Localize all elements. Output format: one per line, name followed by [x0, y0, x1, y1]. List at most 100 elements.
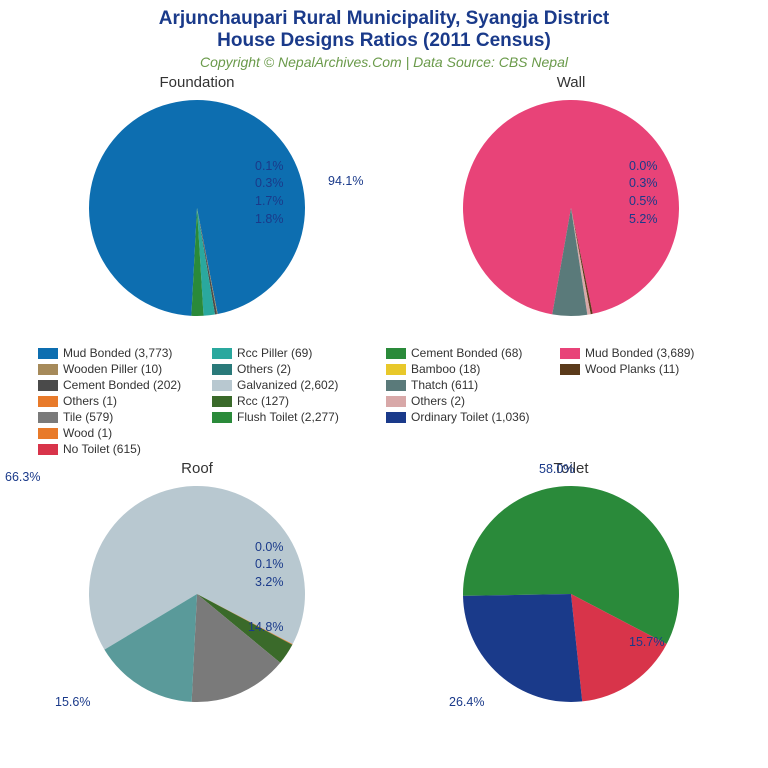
percent-label: 26.4% — [449, 695, 484, 709]
chart-wall: Wall94.1%0.0%0.3%0.5%5.2% — [384, 74, 758, 342]
legend-item — [212, 442, 382, 456]
legend-item: Bamboo (18) — [386, 362, 556, 376]
pie-chart — [459, 482, 683, 706]
legend-swatch — [38, 444, 58, 455]
legend: Mud Bonded (3,773) Rcc Piller (69) Cement … — [10, 342, 758, 460]
percent-label: 0.3% — [255, 176, 284, 190]
legend-swatch — [38, 380, 58, 391]
title-line1: Arjunchaupari Rural Municipality, Syangj… — [10, 8, 758, 30]
pie-chart — [85, 96, 309, 320]
legend-item — [386, 442, 556, 456]
percent-label: 66.3% — [5, 470, 40, 484]
legend-item: Flush Toilet (2,277) — [212, 410, 382, 424]
legend-label: Cement Bonded (202) — [63, 378, 181, 392]
chart-container: Arjunchaupari Rural Municipality, Syangj… — [0, 0, 768, 736]
legend-item: Rcc (127) — [212, 394, 382, 408]
legend-label: Others (1) — [63, 394, 117, 408]
percent-label: 0.5% — [629, 194, 658, 208]
percent-label: 1.8% — [255, 212, 284, 226]
legend-label: Bamboo (18) — [411, 362, 480, 376]
percent-label: 1.7% — [255, 194, 284, 208]
legend-label: Cement Bonded (68) — [411, 346, 522, 360]
legend-label: Others (2) — [237, 362, 291, 376]
legend-item: Mud Bonded (3,689) — [560, 346, 730, 360]
legend-item: Others (1) — [38, 394, 208, 408]
legend-swatch — [38, 428, 58, 439]
legend-label: Rcc Piller (69) — [237, 346, 312, 360]
legend-label: Rcc (127) — [237, 394, 289, 408]
legend-item: Cement Bonded (202) — [38, 378, 208, 392]
chart-subtitle: Wall — [384, 74, 758, 91]
percent-label: 0.1% — [255, 557, 284, 571]
legend-label: Galvanized (2,602) — [237, 378, 338, 392]
legend-swatch — [38, 364, 58, 375]
legend-swatch — [38, 348, 58, 359]
legend-item: Others (2) — [212, 362, 382, 376]
legend-swatch — [386, 412, 406, 423]
percent-label: 15.7% — [629, 635, 664, 649]
legend-label: Ordinary Toilet (1,036) — [411, 410, 530, 424]
legend-item — [386, 426, 556, 440]
percent-label: 0.3% — [629, 176, 658, 190]
legend-item: Others (2) — [386, 394, 556, 408]
chart-subtitle: Foundation — [10, 74, 384, 91]
legend-swatch — [212, 380, 232, 391]
legend-label: Mud Bonded (3,773) — [63, 346, 172, 360]
legend-swatch — [386, 396, 406, 407]
percent-label: 0.1% — [255, 159, 284, 173]
pie-slice — [463, 594, 582, 702]
pie-chart — [459, 96, 683, 320]
legend-item: Cement Bonded (68) — [386, 346, 556, 360]
legend-item: Galvanized (2,602) — [212, 378, 382, 392]
legend-label: Flush Toilet (2,277) — [237, 410, 339, 424]
subtitle: Copyright © NepalArchives.Com | Data Sou… — [10, 54, 758, 70]
legend-label: Wood (1) — [63, 426, 112, 440]
legend-swatch — [212, 412, 232, 423]
percent-label: 3.2% — [255, 575, 284, 589]
legend-label: Wood Planks (11) — [585, 362, 679, 376]
percent-label: 94.1% — [328, 174, 363, 188]
legend-swatch — [386, 348, 406, 359]
legend-label: Thatch (611) — [411, 378, 478, 392]
legend-item: Tile (579) — [38, 410, 208, 424]
legend-swatch — [386, 380, 406, 391]
charts-grid: Foundation96.2%0.1%0.3%1.7%1.8% Wall94.1… — [10, 74, 758, 728]
legend-item — [560, 442, 730, 456]
legend-item — [560, 378, 730, 392]
legend-item: No Toilet (615) — [38, 442, 208, 456]
legend-swatch — [212, 396, 232, 407]
legend-item — [560, 410, 730, 424]
legend-item — [560, 426, 730, 440]
chart-toilet: Toilet58.0%15.7%26.4% — [384, 460, 758, 728]
percent-label: 58.0% — [539, 462, 574, 476]
legend-label: Tile (579) — [63, 410, 113, 424]
percent-label: 0.0% — [255, 540, 284, 554]
percent-label: 0.0% — [629, 159, 658, 173]
title-line2: House Designs Ratios (2011 Census) — [10, 30, 758, 52]
percent-label: 15.6% — [55, 695, 90, 709]
legend-item — [212, 426, 382, 440]
legend-swatch — [560, 364, 580, 375]
legend-item — [560, 394, 730, 408]
legend-swatch — [386, 364, 406, 375]
legend-label: Wooden Piller (10) — [63, 362, 162, 376]
legend-swatch — [212, 348, 232, 359]
chart-foundation: Foundation96.2%0.1%0.3%1.7%1.8% — [10, 74, 384, 342]
legend-swatch — [38, 396, 58, 407]
chart-subtitle: Roof — [10, 460, 384, 477]
percent-label: 14.8% — [248, 620, 283, 634]
legend-item: Rcc Piller (69) — [212, 346, 382, 360]
legend-item: Wood (1) — [38, 426, 208, 440]
chart-roof: Roof66.3%0.0%0.1%3.2%14.8%15.6% — [10, 460, 384, 728]
legend-swatch — [560, 348, 580, 359]
legend-swatch — [38, 412, 58, 423]
legend-label: No Toilet (615) — [63, 442, 141, 456]
pie-chart — [85, 482, 309, 706]
legend-item: Thatch (611) — [386, 378, 556, 392]
legend-item: Wooden Piller (10) — [38, 362, 208, 376]
legend-item: Wood Planks (11) — [560, 362, 730, 376]
legend-label: Mud Bonded (3,689) — [585, 346, 694, 360]
legend-label: Others (2) — [411, 394, 465, 408]
legend-item: Mud Bonded (3,773) — [38, 346, 208, 360]
percent-label: 5.2% — [629, 212, 658, 226]
